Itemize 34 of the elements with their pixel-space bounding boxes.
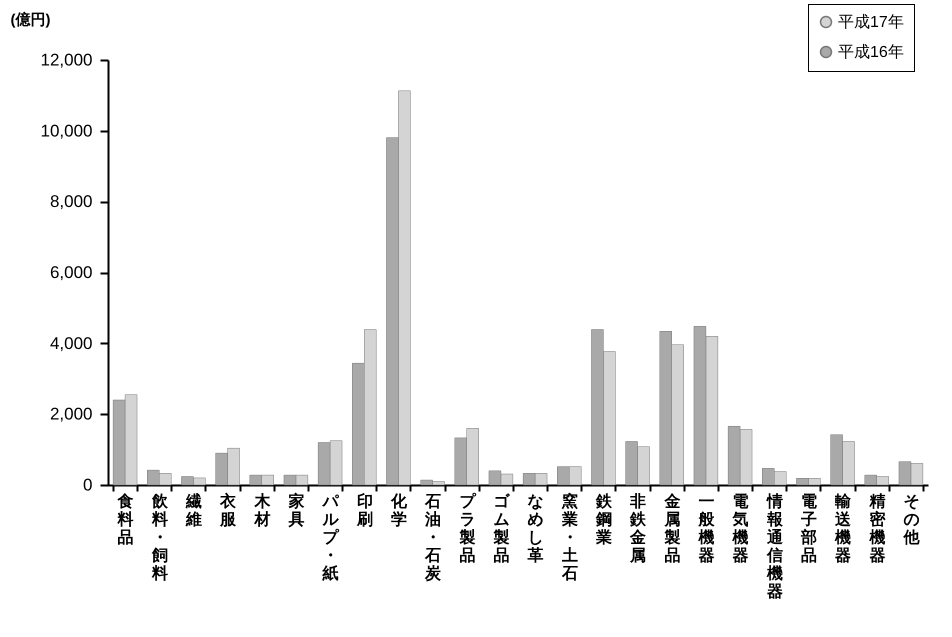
- y-tick-label: 8,000: [50, 192, 92, 212]
- x-tick-label: 衣服: [219, 492, 238, 528]
- x-tick-label: 輸送機器: [834, 492, 852, 564]
- x-tick-label: その他: [902, 494, 920, 546]
- x-tick-label: 繊維: [184, 492, 202, 528]
- x-tick-label: 食料品: [116, 492, 134, 546]
- x-tick-label: ゴム製品: [492, 492, 510, 564]
- x-tick-label: 飲料・飼料: [150, 492, 169, 582]
- legend-label: 平成17年: [838, 13, 904, 31]
- x-tick-label: 金属製品: [663, 492, 680, 564]
- x-tick-label: 木材: [253, 492, 272, 528]
- x-tick-label: 情報通信機器: [766, 492, 784, 600]
- y-tick-label: 0: [83, 476, 92, 494]
- x-tick-label: 一般機器: [697, 494, 716, 564]
- x-tick-label: 鉄鋼業: [594, 492, 613, 546]
- x-tick-label: 化学: [390, 492, 408, 528]
- x-tick-label: 電子部品: [800, 492, 817, 564]
- y-tick-label: 4,000: [50, 334, 92, 353]
- x-tick-label: 印刷: [356, 492, 373, 528]
- y-tick-label: 10,000: [40, 121, 92, 140]
- y-tick-label: 2,000: [50, 404, 92, 424]
- x-tick-label: プラ製品: [458, 492, 476, 564]
- x-tick-label: 石油・石炭: [424, 494, 442, 582]
- x-tick-label: 精密機器: [868, 492, 886, 564]
- x-tick-label: 窯業・土石: [560, 492, 578, 582]
- x-tick-label: パルプ・紙: [322, 494, 340, 582]
- x-tick-label: なめし革: [526, 494, 544, 564]
- y-tick-label: 12,000: [40, 50, 92, 70]
- y-axis-title: (億円): [10, 12, 50, 28]
- x-tick-label: 電気機器: [732, 492, 749, 564]
- legend-label: 平成16年: [838, 43, 904, 61]
- x-tick-label: 家具: [287, 492, 304, 528]
- x-tick-label: 非鉄金属: [629, 492, 648, 564]
- y-tick-label: 6,000: [50, 263, 92, 282]
